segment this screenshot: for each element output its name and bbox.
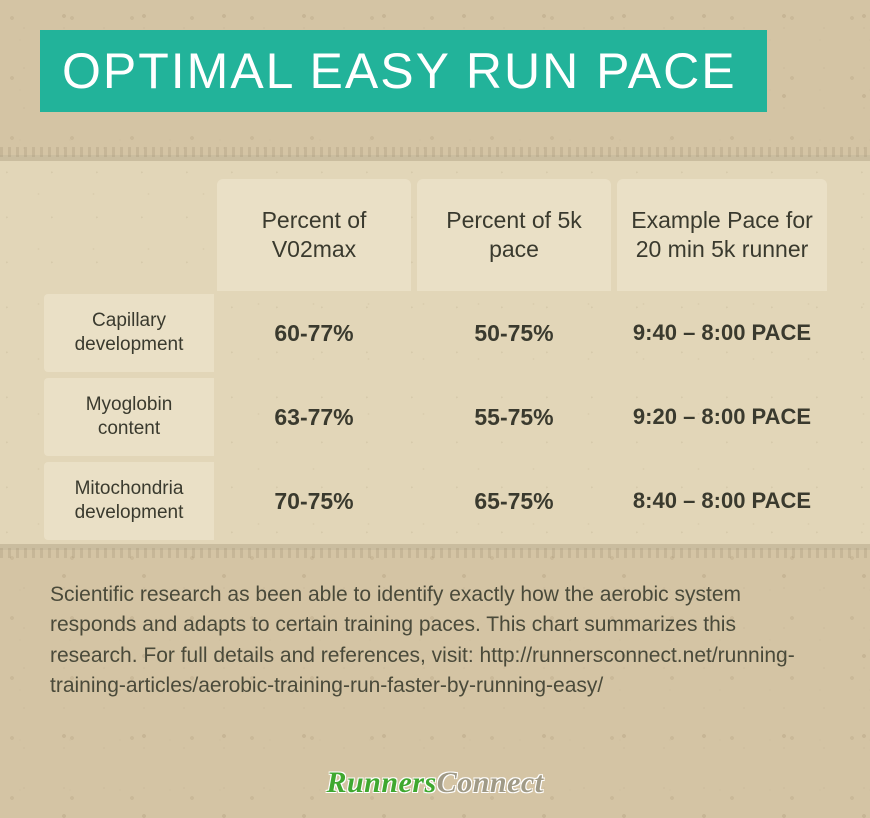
table-strip: Percent of V02max Percent of 5k pace Exa… [0, 155, 870, 550]
table-corner-blank [44, 179, 214, 291]
cell-mitochondria-vo2: 70-75% [217, 462, 411, 540]
brand-logo-part2: Connect [437, 766, 544, 799]
cell-capillary-vo2: 60-77% [217, 294, 411, 372]
row-label-mitochondria: Mitochondria development [44, 462, 214, 540]
row-label-capillary: Capillary development [44, 294, 214, 372]
cell-capillary-5k: 50-75% [417, 294, 611, 372]
col-header-example-pace: Example Pace for 20 min 5k runner [617, 179, 827, 291]
cell-myoglobin-5k: 55-75% [417, 378, 611, 456]
caption-text: Scientific research as been able to iden… [50, 580, 820, 702]
row-label-myoglobin: Myoglobin content [44, 378, 214, 456]
cell-mitochondria-pace: 8:40 – 8:00 PACE [617, 462, 827, 540]
cell-myoglobin-vo2: 63-77% [217, 378, 411, 456]
brand-logo: RunnersConnect [0, 766, 870, 800]
page-title-banner: OPTIMAL EASY RUN PACE [40, 30, 767, 112]
col-header-5k-pace: Percent of 5k pace [417, 179, 611, 291]
page-title: OPTIMAL EASY RUN PACE [62, 43, 737, 99]
col-header-vo2max: Percent of V02max [217, 179, 411, 291]
cell-capillary-pace: 9:40 – 8:00 PACE [617, 294, 827, 372]
brand-logo-part1: Runners [326, 766, 436, 799]
pace-table: Percent of V02max Percent of 5k pace Exa… [44, 179, 830, 543]
cell-myoglobin-pace: 9:20 – 8:00 PACE [617, 378, 827, 456]
cell-mitochondria-5k: 65-75% [417, 462, 611, 540]
